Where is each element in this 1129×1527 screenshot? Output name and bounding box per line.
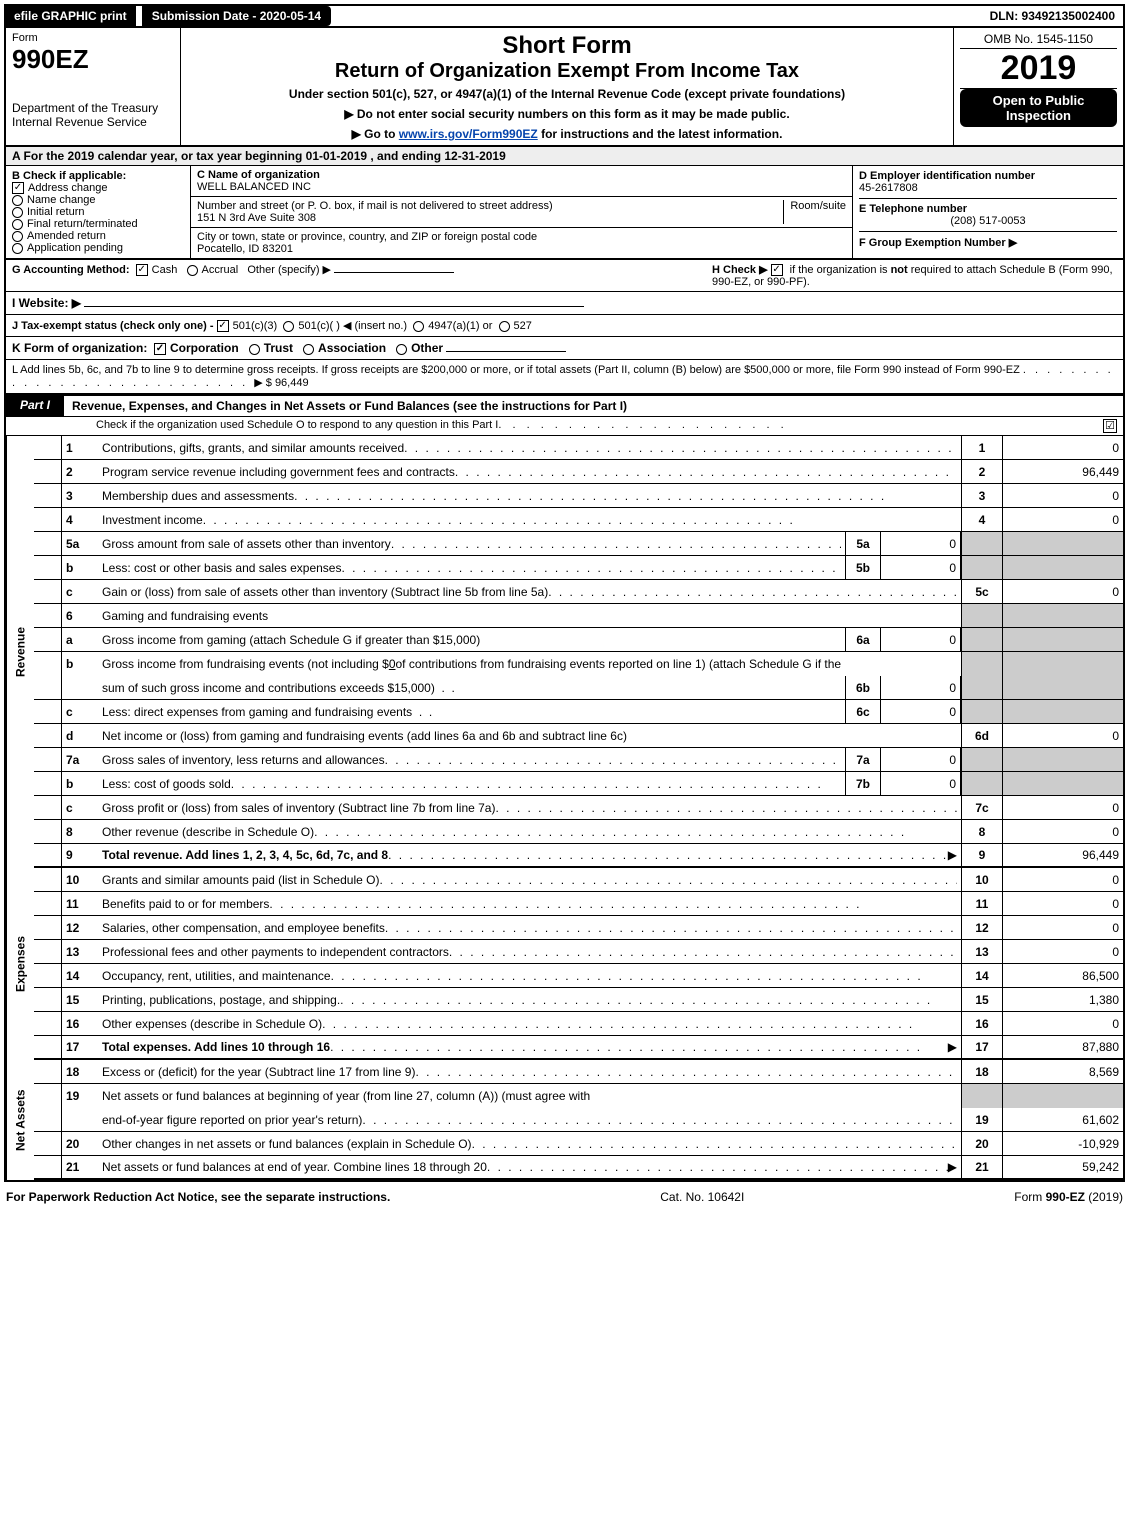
omb-number: OMB No. 1545-1150	[960, 32, 1117, 49]
line-13-value: 0	[1003, 940, 1123, 964]
other-org-checkbox[interactable]	[396, 344, 407, 355]
room-suite-label: Room/suite	[783, 200, 846, 224]
top-bar: efile GRAPHIC print Submission Date - 20…	[6, 6, 1123, 28]
form-990ez-page: efile GRAPHIC print Submission Date - 20…	[4, 4, 1125, 1182]
line-a-tax-year: A For the 2019 calendar year, or tax yea…	[6, 147, 1123, 166]
form-header: Form 990EZ Department of the Treasury In…	[6, 28, 1123, 147]
4947-checkbox[interactable]	[413, 321, 424, 332]
line-6a-value: 0	[881, 628, 961, 652]
expenses-side-label: Expenses	[6, 868, 34, 1060]
dln-label: DLN: 93492135002400	[982, 6, 1123, 26]
line-21-value: 59,242	[1003, 1156, 1123, 1180]
line-1-value: 0	[1003, 436, 1123, 460]
entity-box: B Check if applicable: ✓Address change N…	[6, 166, 1123, 260]
line-9-value: 96,449	[1003, 844, 1123, 868]
line-6c-value: 0	[881, 700, 961, 724]
org-name: WELL BALANCED INC	[197, 181, 846, 193]
section-d-e-f: D Employer identification number 45-2617…	[853, 166, 1123, 258]
final-return-checkbox[interactable]	[12, 219, 23, 230]
under-section: Under section 501(c), 527, or 4947(a)(1)…	[185, 87, 949, 101]
line-g: G Accounting Method: ✓Cash Accrual Other…	[12, 263, 712, 288]
schedule-o-checkbox[interactable]: ☑	[1103, 419, 1117, 433]
line-8-value: 0	[1003, 820, 1123, 844]
line-j: J Tax-exempt status (check only one) - ✓…	[6, 315, 1123, 337]
line-6d-value: 0	[1003, 724, 1123, 748]
line-i-website: I Website: ▶	[6, 292, 1123, 315]
phone: (208) 517-0053	[859, 215, 1117, 227]
association-checkbox[interactable]	[303, 344, 314, 355]
501c3-checkbox[interactable]: ✓	[217, 320, 229, 332]
ein: 45-2617808	[859, 182, 1117, 194]
line-12-value: 0	[1003, 916, 1123, 940]
efile-label: efile GRAPHIC print	[6, 6, 136, 26]
revenue-side-label: Revenue	[6, 436, 34, 868]
line-7a-value: 0	[881, 748, 961, 772]
line-h: H Check ▶ ✓ if the organization is not r…	[712, 263, 1117, 288]
pra-notice: For Paperwork Reduction Act Notice, see …	[6, 1190, 390, 1204]
line-11-value: 0	[1003, 892, 1123, 916]
527-checkbox[interactable]	[499, 321, 510, 332]
line-5b-value: 0	[881, 556, 961, 580]
application-pending-checkbox[interactable]	[12, 243, 23, 254]
cash-checkbox[interactable]: ✓	[136, 264, 148, 276]
line-15-value: 1,380	[1003, 988, 1123, 1012]
line-18-value: 8,569	[1003, 1060, 1123, 1084]
submission-date: Submission Date - 2020-05-14	[142, 6, 331, 26]
amended-return-checkbox[interactable]	[12, 231, 23, 242]
financial-lines: Revenue 1 Contributions, gifts, grants, …	[6, 436, 1123, 1180]
part1-header: Part I Revenue, Expenses, and Changes in…	[6, 395, 1123, 417]
name-change-checkbox[interactable]	[12, 195, 23, 206]
net-assets-side-label: Net Assets	[6, 1060, 34, 1180]
line-2-value: 96,449	[1003, 460, 1123, 484]
line-10-value: 0	[1003, 868, 1123, 892]
line-4-value: 0	[1003, 508, 1123, 532]
dept-treasury: Department of the Treasury	[12, 101, 174, 115]
line-l: L Add lines 5b, 6c, and 7b to line 9 to …	[6, 360, 1123, 395]
line-5c-value: 0	[1003, 580, 1123, 604]
part1-check-o: Check if the organization used Schedule …	[6, 417, 1123, 436]
open-public-badge: Open to Public Inspection	[960, 89, 1117, 127]
schedule-b-checkbox[interactable]: ✓	[771, 264, 783, 276]
ssn-warning: ▶ Do not enter social security numbers o…	[185, 107, 949, 121]
section-c: C Name of organization WELL BALANCED INC…	[191, 166, 853, 258]
form-word: Form	[12, 32, 174, 44]
tax-year: 2019	[960, 49, 1117, 89]
form-footer-label: Form 990-EZ (2019)	[1014, 1190, 1123, 1204]
line-17-value: 87,880	[1003, 1036, 1123, 1060]
corporation-checkbox[interactable]: ✓	[154, 343, 166, 355]
line-k: K Form of organization: ✓Corporation Tru…	[6, 337, 1123, 360]
line-3-value: 0	[1003, 484, 1123, 508]
cat-number: Cat. No. 10642I	[660, 1190, 744, 1204]
short-form-title: Short Form	[185, 32, 949, 60]
line-7b-value: 0	[881, 772, 961, 796]
org-street: 151 N 3rd Ave Suite 308	[197, 212, 773, 224]
line-7c-value: 0	[1003, 796, 1123, 820]
501c-checkbox[interactable]	[283, 321, 294, 332]
irs-link[interactable]: www.irs.gov/Form990EZ	[399, 127, 538, 141]
page-footer: For Paperwork Reduction Act Notice, see …	[0, 1186, 1129, 1208]
line-20-value: -10,929	[1003, 1132, 1123, 1156]
line-16-value: 0	[1003, 1012, 1123, 1036]
line-6b-value: 0	[881, 676, 961, 700]
internal-revenue: Internal Revenue Service	[12, 115, 174, 129]
return-title: Return of Organization Exempt From Incom…	[185, 60, 949, 83]
org-city: Pocatello, ID 83201	[197, 243, 846, 255]
initial-return-checkbox[interactable]	[12, 207, 23, 218]
form-number: 990EZ	[12, 44, 174, 75]
trust-checkbox[interactable]	[249, 344, 260, 355]
accrual-checkbox[interactable]	[187, 265, 198, 276]
line-14-value: 86,500	[1003, 964, 1123, 988]
address-change-checkbox[interactable]: ✓	[12, 182, 24, 194]
line-19-value: 61,602	[1003, 1108, 1123, 1132]
line-5a-value: 0	[881, 532, 961, 556]
goto-line: ▶ Go to www.irs.gov/Form990EZ for instru…	[185, 127, 949, 141]
section-b: B Check if applicable: ✓Address change N…	[6, 166, 191, 258]
